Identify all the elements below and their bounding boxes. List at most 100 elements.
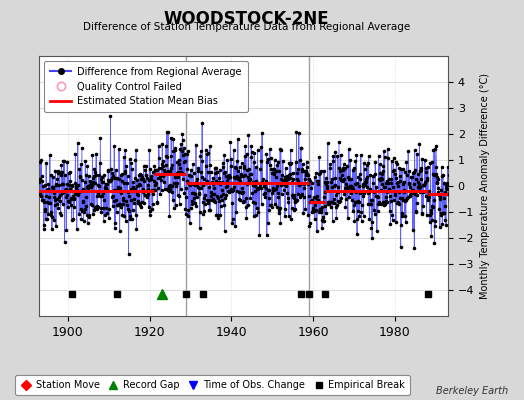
Point	[330, 196, 338, 202]
Point	[137, 204, 146, 210]
Point	[98, 192, 106, 199]
Point	[378, 176, 387, 182]
Point	[381, 198, 390, 204]
Point	[227, 156, 236, 163]
Point	[355, 213, 364, 219]
Point	[234, 136, 242, 142]
Point	[267, 202, 276, 208]
Point	[300, 181, 309, 188]
Point	[122, 218, 130, 224]
Point	[128, 207, 137, 214]
Point	[200, 208, 209, 214]
Point	[421, 156, 429, 163]
Point	[260, 190, 269, 197]
Point	[99, 179, 107, 185]
Point	[385, 187, 393, 194]
Point	[99, 204, 107, 211]
Point	[346, 157, 354, 164]
Point	[238, 185, 246, 191]
Point	[39, 225, 48, 232]
Point	[205, 197, 213, 203]
Y-axis label: Monthly Temperature Anomaly Difference (°C): Monthly Temperature Anomaly Difference (…	[480, 73, 490, 299]
Point	[209, 174, 217, 181]
Point	[223, 175, 232, 181]
Point	[152, 166, 161, 173]
Point	[232, 165, 240, 171]
Point	[76, 172, 84, 179]
Point	[305, 223, 313, 230]
Point	[180, 144, 188, 151]
Point	[272, 186, 280, 192]
Point	[43, 199, 52, 205]
Point	[417, 165, 425, 171]
Point	[182, 211, 190, 217]
Point	[237, 160, 246, 166]
Point	[307, 185, 315, 192]
Point	[92, 151, 101, 158]
Point	[405, 168, 413, 174]
Point	[110, 198, 118, 204]
Point	[311, 202, 320, 208]
Point	[100, 197, 108, 203]
Point	[424, 164, 432, 170]
Point	[273, 162, 281, 168]
Point	[295, 182, 303, 188]
Point	[110, 186, 118, 193]
Point	[181, 205, 190, 212]
Point	[233, 173, 241, 180]
Point	[401, 218, 410, 225]
Point	[73, 188, 81, 195]
Point	[179, 137, 187, 143]
Point	[279, 158, 287, 164]
Point	[332, 202, 341, 209]
Point	[166, 181, 174, 188]
Point	[90, 207, 98, 214]
Point	[188, 198, 196, 204]
Point	[57, 162, 66, 168]
Point	[272, 173, 280, 180]
Point	[146, 166, 155, 172]
Point	[190, 182, 199, 188]
Point	[358, 183, 367, 190]
Point	[270, 157, 279, 164]
Point	[391, 175, 400, 182]
Point	[314, 208, 323, 215]
Point	[289, 176, 298, 182]
Point	[412, 208, 421, 215]
Point	[238, 190, 246, 196]
Point	[126, 196, 135, 203]
Point	[204, 183, 213, 190]
Point	[383, 178, 391, 184]
Point	[313, 181, 322, 188]
Point	[379, 184, 388, 190]
Point	[244, 202, 252, 208]
Point	[241, 153, 249, 160]
Point	[257, 201, 266, 208]
Point	[136, 170, 144, 177]
Point	[207, 189, 215, 196]
Point	[383, 199, 391, 206]
Point	[386, 220, 395, 227]
Point	[94, 183, 103, 189]
Point	[120, 180, 128, 186]
Point	[380, 154, 389, 160]
Point	[178, 170, 186, 176]
Point	[429, 171, 437, 177]
Point	[281, 165, 290, 172]
Point	[127, 186, 135, 192]
Point	[126, 156, 134, 162]
Point	[103, 187, 111, 193]
Point	[344, 214, 352, 221]
Point	[418, 210, 426, 217]
Point	[185, 172, 193, 178]
Point	[401, 198, 410, 204]
Point	[178, 148, 186, 154]
Point	[60, 158, 68, 164]
Point	[106, 113, 115, 119]
Point	[194, 165, 203, 171]
Point	[64, 198, 72, 204]
Point	[431, 218, 439, 224]
Point	[369, 180, 378, 186]
Point	[411, 208, 420, 215]
Point	[369, 173, 377, 179]
